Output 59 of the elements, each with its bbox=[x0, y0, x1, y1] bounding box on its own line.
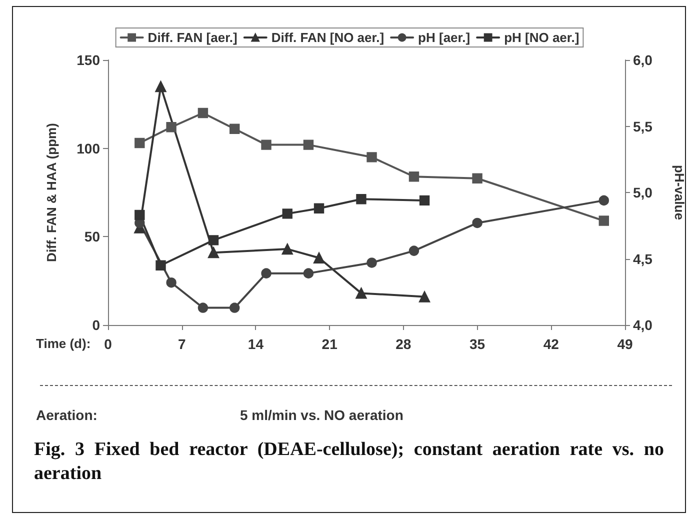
x-tick-label: 42 bbox=[543, 336, 560, 352]
point bbox=[166, 278, 176, 288]
point bbox=[156, 260, 166, 270]
point bbox=[134, 138, 145, 148]
point bbox=[356, 194, 366, 204]
point bbox=[598, 195, 609, 206]
point bbox=[166, 122, 176, 132]
y-tick-label: 50 bbox=[84, 228, 100, 245]
y-axis-title: Diff. FAN & HAA (ppm) bbox=[44, 123, 59, 262]
x-tick-label: 35 bbox=[469, 336, 486, 352]
point bbox=[314, 203, 324, 214]
x-axis-title: Time (d): bbox=[36, 336, 91, 351]
point bbox=[366, 152, 377, 162]
y2-tick-label: 6,0 bbox=[633, 52, 653, 68]
point bbox=[366, 258, 377, 268]
point bbox=[472, 218, 482, 228]
point bbox=[134, 210, 145, 220]
legend-label: Diff. FAN [aer.] bbox=[148, 30, 238, 45]
point bbox=[230, 302, 240, 313]
point bbox=[408, 246, 420, 256]
point bbox=[208, 235, 219, 246]
point bbox=[282, 243, 293, 255]
point bbox=[230, 124, 240, 134]
point bbox=[408, 172, 420, 182]
legend-label: Diff. FAN [NO aer.] bbox=[271, 30, 384, 45]
x-tick-label: 49 bbox=[617, 336, 633, 352]
text: Aeration: bbox=[36, 407, 98, 423]
point bbox=[261, 140, 272, 150]
point bbox=[472, 173, 482, 184]
y2-axis-title: pH-value bbox=[672, 165, 687, 220]
point bbox=[313, 252, 325, 264]
legend-label: pH [aer.] bbox=[418, 30, 470, 45]
x-tick-label: 7 bbox=[178, 336, 186, 352]
point bbox=[419, 195, 430, 206]
y2-tick-label: 5,0 bbox=[633, 184, 653, 200]
point bbox=[598, 216, 609, 226]
x-tick-label: 28 bbox=[396, 336, 412, 352]
y-tick-label: 100 bbox=[76, 140, 100, 156]
point bbox=[303, 268, 314, 278]
point bbox=[303, 140, 314, 150]
point bbox=[155, 80, 166, 92]
y-tick-label: 0 bbox=[92, 317, 100, 333]
point bbox=[282, 208, 292, 219]
y2-tick-label: 5,5 bbox=[633, 118, 653, 134]
y2-tick-label: 4,5 bbox=[633, 250, 653, 267]
x-tick-label: 14 bbox=[248, 336, 264, 352]
point bbox=[356, 288, 367, 299]
legend-label: pH [NO aer.] bbox=[504, 30, 580, 45]
y2-tick-label: 4,0 bbox=[633, 317, 653, 333]
text: 5 ml/min vs. NO aeration bbox=[240, 407, 404, 423]
x-tick-label: 21 bbox=[322, 336, 338, 352]
point bbox=[198, 108, 208, 118]
text: Fig. 3 Fixed bed reactor (DEAE-cellulose); constant aeration rate vs. no aeration bbox=[34, 438, 664, 486]
point bbox=[198, 302, 208, 313]
point bbox=[261, 268, 272, 278]
point bbox=[208, 246, 220, 258]
x-tick-label: 0 bbox=[104, 336, 112, 352]
point bbox=[418, 291, 430, 302]
y-tick-label: 150 bbox=[76, 52, 100, 68]
